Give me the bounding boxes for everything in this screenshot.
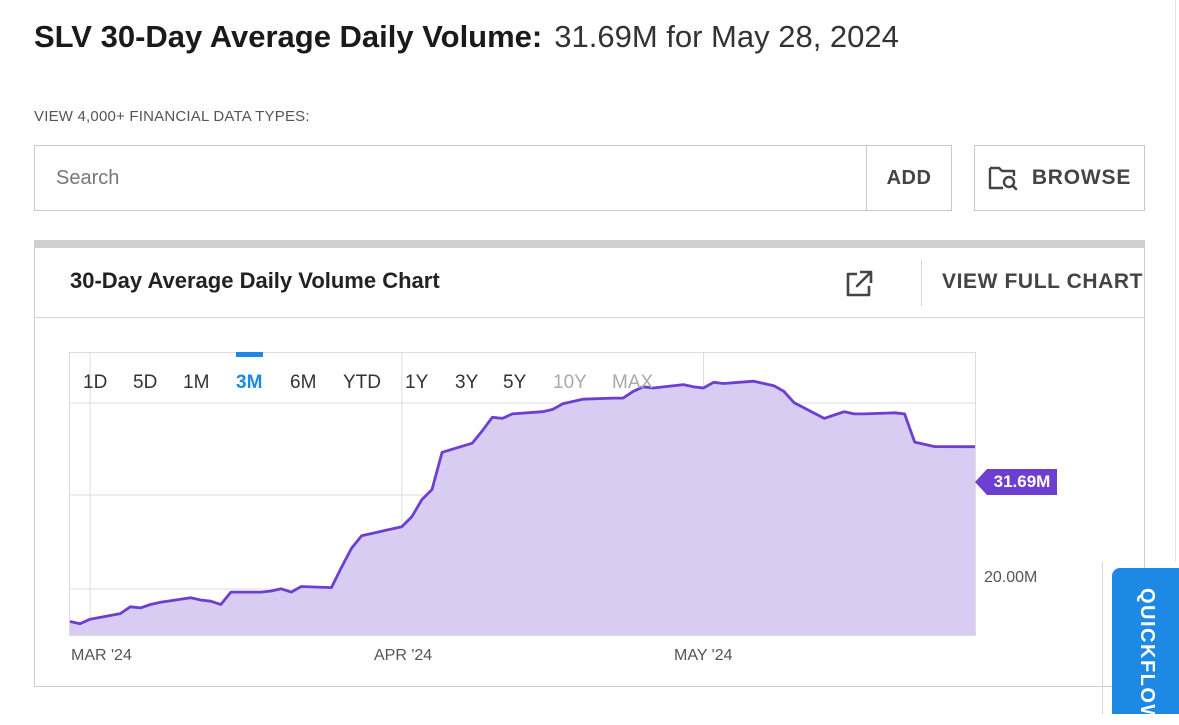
search-box: ADD [34,145,952,211]
y-tick-label: 20.00M [984,569,1038,586]
page-title: SLV 30-Day Average Daily Volume: 31.69M f… [34,16,899,58]
chart-panel-header: 30-Day Average Daily Volume Chart VIEW F… [35,248,1144,318]
view-full-chart-link[interactable]: VIEW FULL CHART [942,270,1144,293]
x-tick-label: MAR '24 [71,647,132,664]
search-section-label: VIEW 4,000+ FINANCIAL DATA TYPES: [34,108,310,125]
range-max: MAX [612,372,654,393]
page-edge-divider [1175,0,1179,562]
title-value: 31.69M for May 28, 2024 [554,19,899,54]
volume-line [69,379,976,626]
chart-title: 30-Day Average Daily Volume Chart [70,268,440,293]
range-5y[interactable]: 5Y [503,372,527,393]
volume-area [70,381,975,635]
last-value-badge: 31.69M [975,469,1057,495]
title-label: SLV 30-Day Average Daily Volume: [34,19,543,54]
quickflow-tab[interactable]: QUICKFLOW [1112,568,1179,725]
range-6m[interactable]: 6M [290,372,317,393]
range-10y: 10Y [553,372,587,393]
search-input[interactable] [35,146,869,210]
range-1d[interactable]: 1D [83,372,108,393]
x-tick-label: MAY '24 [674,647,733,664]
range-3m[interactable]: 3M [236,372,263,393]
header-divider [921,260,922,306]
quickflow-label: QUICKFLOW [1136,588,1158,725]
browse-label: BROWSE [1031,166,1132,189]
range-5d[interactable]: 5D [133,372,158,393]
quickflow-divider [1102,562,1103,714]
range-1m[interactable]: 1M [183,372,210,393]
range-3y[interactable]: 3Y [455,372,479,393]
x-tick-label: APR '24 [374,647,433,664]
range-1y[interactable]: 1Y [405,372,429,393]
active-range-indicator [236,352,263,357]
external-link-icon[interactable] [843,268,875,300]
range-ytd[interactable]: YTD [343,372,381,393]
folder-search-icon [988,166,1018,191]
browse-button[interactable]: BROWSE [974,145,1145,211]
add-button[interactable]: ADD [866,146,951,210]
